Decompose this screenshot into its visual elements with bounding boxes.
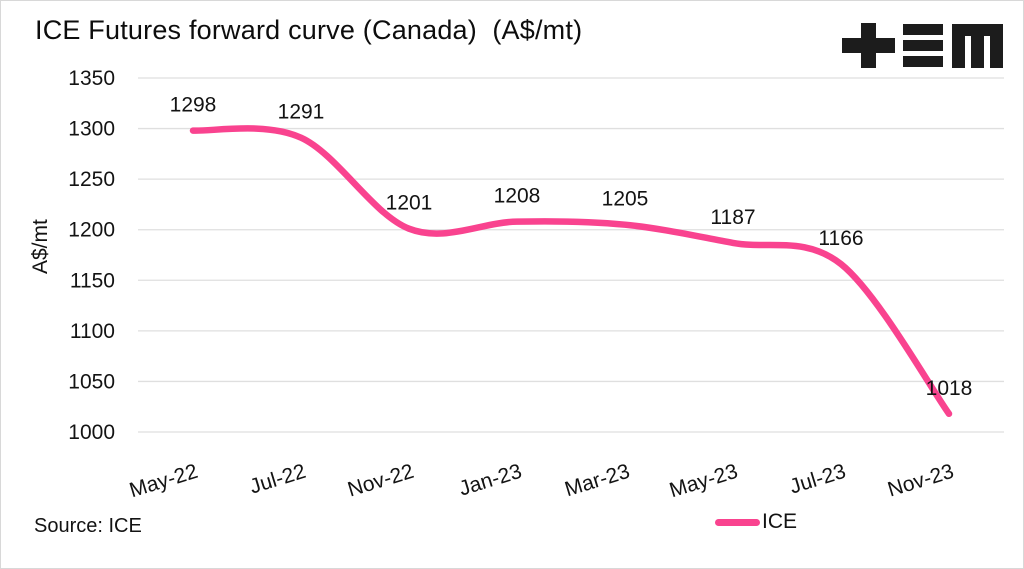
tem-logo [842, 23, 1003, 68]
y-tick-label: 1350 [68, 67, 115, 90]
data-label: 1166 [818, 227, 863, 250]
x-tick-label: May-22 [127, 460, 201, 502]
source-note: Source: ICE [34, 515, 142, 537]
y-tick-label: 1200 [68, 219, 115, 242]
m-glyph-icon [952, 24, 1003, 68]
x-tick-label: Nov-23 [885, 460, 956, 502]
data-label: 1298 [170, 94, 217, 117]
x-tick-label: Jan-23 [456, 460, 524, 501]
y-tick-label: 1300 [68, 118, 115, 141]
x-tick-label: Nov-22 [345, 460, 416, 502]
data-label: 1018 [926, 377, 973, 400]
triple-bar-icon [903, 24, 943, 67]
legend-label: ICE [762, 510, 798, 533]
x-tick-label: May-23 [667, 460, 741, 502]
legend: ICE [715, 510, 797, 534]
data-label: 1291 [278, 101, 325, 124]
y-tick-label: 1000 [68, 421, 115, 444]
data-label: 1208 [494, 185, 541, 208]
legend-line-swatch [715, 518, 760, 526]
series-line-ice [189, 125, 953, 418]
y-tick-label: 1150 [70, 269, 115, 292]
y-tick-label: 1250 [68, 168, 115, 191]
x-tick-label: Jul-23 [787, 460, 848, 499]
data-label: 1187 [710, 206, 755, 229]
data-label: 1205 [602, 188, 649, 211]
chart-title: ICE Futures forward curve (Canada) (A$/m… [35, 15, 583, 45]
x-tick-label: Jul-22 [247, 460, 308, 499]
x-tick-label: Mar-23 [562, 460, 632, 501]
y-tick-label: 1050 [68, 370, 115, 393]
data-label: 1201 [386, 192, 433, 215]
y-tick-label: 1100 [70, 320, 115, 343]
plus-icon [842, 23, 895, 68]
